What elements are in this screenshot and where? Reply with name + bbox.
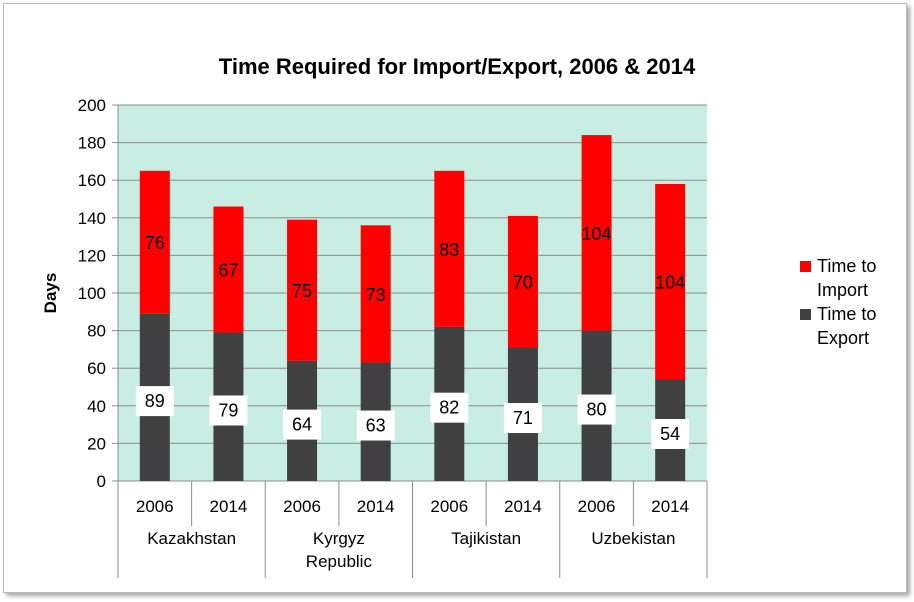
bar-time-to-import[interactable] <box>434 170 465 327</box>
data-label-box <box>503 403 542 434</box>
data-label-box <box>283 409 322 440</box>
data-label-time-to-import: 67 <box>218 261 238 281</box>
data-label-box <box>356 410 395 441</box>
data-label-box <box>430 392 469 423</box>
chart-frame: Time Required for Import/Export, 2006 & … <box>3 3 907 593</box>
x-tick-label: 2014 <box>357 497 395 516</box>
x-tick-label: 2006 <box>578 497 616 516</box>
group-label: Uzbekistan <box>591 529 675 548</box>
chart-title: Time Required for Import/Export, 2006 & … <box>219 54 696 79</box>
y-tick-label: 40 <box>87 397 106 416</box>
y-tick-label: 20 <box>87 434 106 453</box>
group-label: Kyrgyz <box>313 529 365 548</box>
legend-label: Time to <box>817 304 876 324</box>
data-label-time-to-export: 80 <box>587 400 607 420</box>
y-tick-label: 160 <box>78 171 106 190</box>
data-label-time-to-export: 89 <box>145 391 165 411</box>
legend-swatch-time-to-export <box>800 309 811 320</box>
y-tick-label: 0 <box>97 472 106 491</box>
y-tick-label: 100 <box>78 284 106 303</box>
data-label-time-to-export: 71 <box>513 408 533 428</box>
bar-time-to-import[interactable] <box>507 215 538 348</box>
x-tick-label: 2006 <box>430 497 468 516</box>
group-label: Kazakhstan <box>147 529 236 548</box>
x-tick-label: 2014 <box>504 497 542 516</box>
data-label-time-to-import: 75 <box>292 281 312 301</box>
data-label-time-to-import: 83 <box>439 240 459 260</box>
y-tick-label: 120 <box>78 246 106 265</box>
x-tick-label: 2006 <box>283 497 321 516</box>
y-tick-label: 200 <box>78 96 106 115</box>
data-label-time-to-export: 82 <box>439 398 459 418</box>
data-label-time-to-import: 70 <box>513 273 533 293</box>
x-tick-label: 2006 <box>136 497 174 516</box>
data-label-box <box>209 395 248 426</box>
legend-swatch-time-to-import <box>800 261 811 272</box>
legend-label: Export <box>817 328 869 348</box>
y-tick-label: 60 <box>87 359 106 378</box>
data-label-box <box>577 394 616 425</box>
data-label-time-to-import: 76 <box>145 233 165 253</box>
legend-label: Import <box>817 280 868 300</box>
data-label-time-to-export: 79 <box>218 401 238 421</box>
data-label-time-to-export: 54 <box>660 424 680 444</box>
data-label-time-to-import: 104 <box>655 273 685 293</box>
bar-time-to-import[interactable] <box>213 206 244 333</box>
data-label-box <box>651 419 690 449</box>
bar-time-to-import[interactable] <box>287 219 318 361</box>
y-tick-label: 80 <box>87 322 106 341</box>
bar-time-to-import[interactable] <box>360 225 391 363</box>
bar-time-to-import[interactable] <box>581 135 612 331</box>
data-label-time-to-export: 64 <box>292 415 312 435</box>
stacked-bar-chart: Time Required for Import/Export, 2006 & … <box>41 54 876 578</box>
data-label-time-to-export: 63 <box>366 416 386 436</box>
bar-time-to-import[interactable] <box>655 183 686 380</box>
group-label: Republic <box>306 552 373 571</box>
group-label: Tajikistan <box>451 529 521 548</box>
y-axis-label: Days <box>41 273 60 314</box>
legend-label: Time to <box>817 256 876 276</box>
data-label-box <box>135 386 174 417</box>
y-tick-label: 140 <box>78 209 106 228</box>
y-tick-label: 180 <box>78 134 106 153</box>
x-tick-label: 2014 <box>210 497 248 516</box>
data-label-time-to-import: 104 <box>582 224 612 244</box>
bar-time-to-import[interactable] <box>139 170 170 314</box>
data-label-time-to-import: 73 <box>366 285 386 305</box>
x-tick-label: 2014 <box>651 497 689 516</box>
